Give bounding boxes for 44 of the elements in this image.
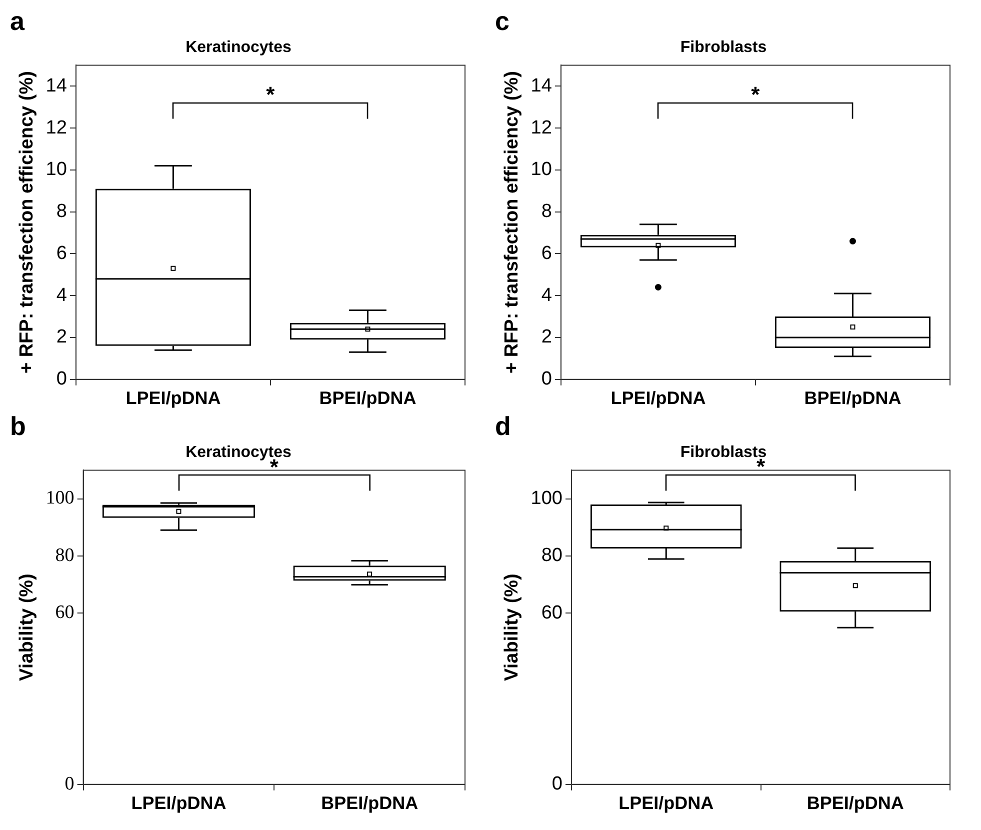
annotation: * [266,82,276,107]
y-tick-label: 2 [56,326,67,348]
x-tick-label: LPEI/pDNA [618,793,714,814]
x-tick-label: LPEI/pDNA [610,388,706,408]
y-tick-label: 12 [46,117,67,138]
y-tick-label: 100 [46,488,74,509]
y-tick-label: 0 [541,368,552,390]
y-tick-label: 12 [530,117,552,138]
y-axis-title: + RFP: transfection efficiency (%) [502,71,523,374]
y-tick-label: 6 [56,242,67,264]
annotation: * [751,82,760,107]
chart-title: Keratinocytes [186,39,292,56]
y-tick-label: 60 [541,602,562,624]
y-axis-title: Viability (%) [502,574,523,681]
y-tick-label: 0 [56,368,67,390]
y-tick-label: 80 [55,544,74,566]
x-tick-label: LPEI/pDNA [126,388,221,408]
y-tick-label: 0 [552,774,562,795]
y-tick-label: 14 [530,75,552,96]
x-tick-label: BPEI/pDNA [804,388,902,408]
y-tick-label: 8 [56,201,67,222]
x-tick-label: LPEI/pDNA [131,793,226,814]
y-tick-label: 2 [541,326,552,348]
y-tick-label: 10 [530,159,552,180]
text: d [495,411,511,442]
y-tick-label: 8 [541,201,552,222]
y-tick-label: 80 [541,545,562,566]
y-tick-label: 10 [46,159,67,180]
x-tick-label: BPEI/pDNA [806,793,904,814]
y-axis-title: Viability (%) [16,574,38,681]
text: a [10,6,25,36]
chart-title: Fibroblasts [680,39,767,56]
y-tick-label: 4 [541,284,552,306]
y-tick-label: 0 [64,773,74,794]
text: b [10,411,26,442]
y-tick-label: 100 [530,488,562,509]
y-axis-title: + RFP: transfection efficiency (%) [16,71,38,374]
y-tick-label: 6 [541,242,552,264]
x-tick-label: BPEI/pDNA [321,793,418,814]
x-tick-label: BPEI/pDNA [319,388,416,408]
y-tick-label: 14 [46,75,68,96]
y-tick-label: 4 [56,284,68,306]
text: c [495,6,510,36]
y-tick-label: 60 [55,602,74,624]
